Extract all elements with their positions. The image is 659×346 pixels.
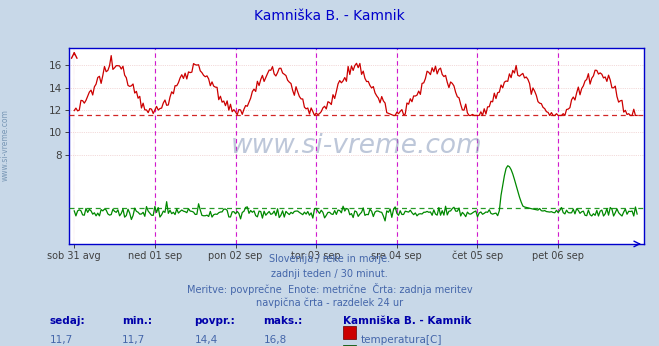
Text: zadnji teden / 30 minut.: zadnji teden / 30 minut. [271,269,388,279]
Text: maks.:: maks.: [264,316,303,326]
Text: navpična črta - razdelek 24 ur: navpična črta - razdelek 24 ur [256,298,403,308]
Text: min.:: min.: [122,316,152,326]
Text: Kamniška B. - Kamnik: Kamniška B. - Kamnik [343,316,471,326]
Text: www.si-vreme.com: www.si-vreme.com [1,109,10,181]
Text: 11,7: 11,7 [49,335,72,345]
Text: 11,7: 11,7 [122,335,145,345]
Text: temperatura[C]: temperatura[C] [361,335,443,345]
Text: 16,8: 16,8 [264,335,287,345]
Text: Slovenija / reke in morje.: Slovenija / reke in morje. [269,254,390,264]
Text: Meritve: povprečne  Enote: metrične  Črta: zadnja meritev: Meritve: povprečne Enote: metrične Črta:… [186,283,473,295]
Text: povpr.:: povpr.: [194,316,235,326]
Text: sedaj:: sedaj: [49,316,85,326]
Text: Kamniška B. - Kamnik: Kamniška B. - Kamnik [254,9,405,22]
Text: 14,4: 14,4 [194,335,217,345]
Text: www.si-vreme.com: www.si-vreme.com [231,133,482,159]
